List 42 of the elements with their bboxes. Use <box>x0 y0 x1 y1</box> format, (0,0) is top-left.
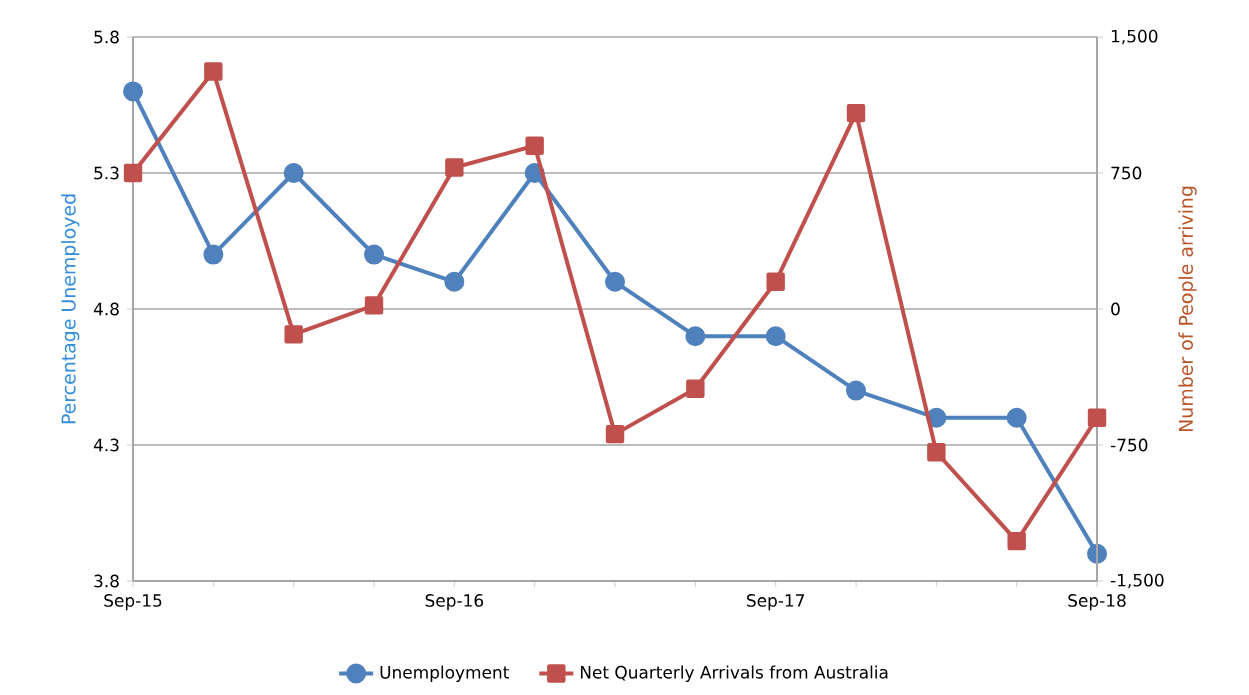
point <box>445 158 464 177</box>
point <box>605 271 626 292</box>
point <box>444 271 465 292</box>
point <box>1006 407 1027 428</box>
point <box>927 443 946 462</box>
point <box>364 244 385 265</box>
point <box>284 325 303 344</box>
point <box>766 272 785 291</box>
point <box>123 81 144 102</box>
point <box>765 326 786 347</box>
y2-tick-label: -750 <box>1110 438 1148 452</box>
point <box>605 424 625 444</box>
y2-tick-label: 0 <box>1111 302 1120 316</box>
point <box>123 163 143 183</box>
point <box>283 162 304 183</box>
point <box>1087 408 1107 427</box>
y2-tick-label: -1,500 <box>1110 573 1164 589</box>
point <box>1007 531 1026 551</box>
point <box>846 103 866 123</box>
y-tick-label: 5.3 <box>94 166 119 180</box>
point <box>846 380 867 401</box>
y-tick-label: 4.8 <box>93 302 119 316</box>
y-axis-title: Percentage Unemployed <box>61 194 80 424</box>
y-tick-label: 3.8 <box>94 574 119 588</box>
x-tick-label: Sep-16 <box>425 594 484 611</box>
point <box>685 326 706 347</box>
legend-label: Net Quarterly Arrivals from Australia <box>580 665 888 682</box>
point <box>203 244 224 265</box>
x-tick-label: Sep-17 <box>747 594 805 611</box>
x-tick-label: Sep-15 <box>104 594 162 611</box>
y-tick-label: 4.3 <box>93 438 119 452</box>
legend-label: Unemployment <box>380 665 509 682</box>
y2-axis-title: Number of People arriving <box>1178 186 1197 432</box>
point <box>1087 543 1108 564</box>
y2-tick-label: 750 <box>1111 166 1142 180</box>
y2-tick-label: 1,500 <box>1111 29 1158 45</box>
x-tick-label: Sep-18 <box>1068 594 1126 611</box>
point <box>525 136 544 155</box>
point <box>364 296 384 315</box>
y-tick-label: 5.8 <box>94 30 119 44</box>
point <box>204 62 223 81</box>
point <box>686 379 705 398</box>
